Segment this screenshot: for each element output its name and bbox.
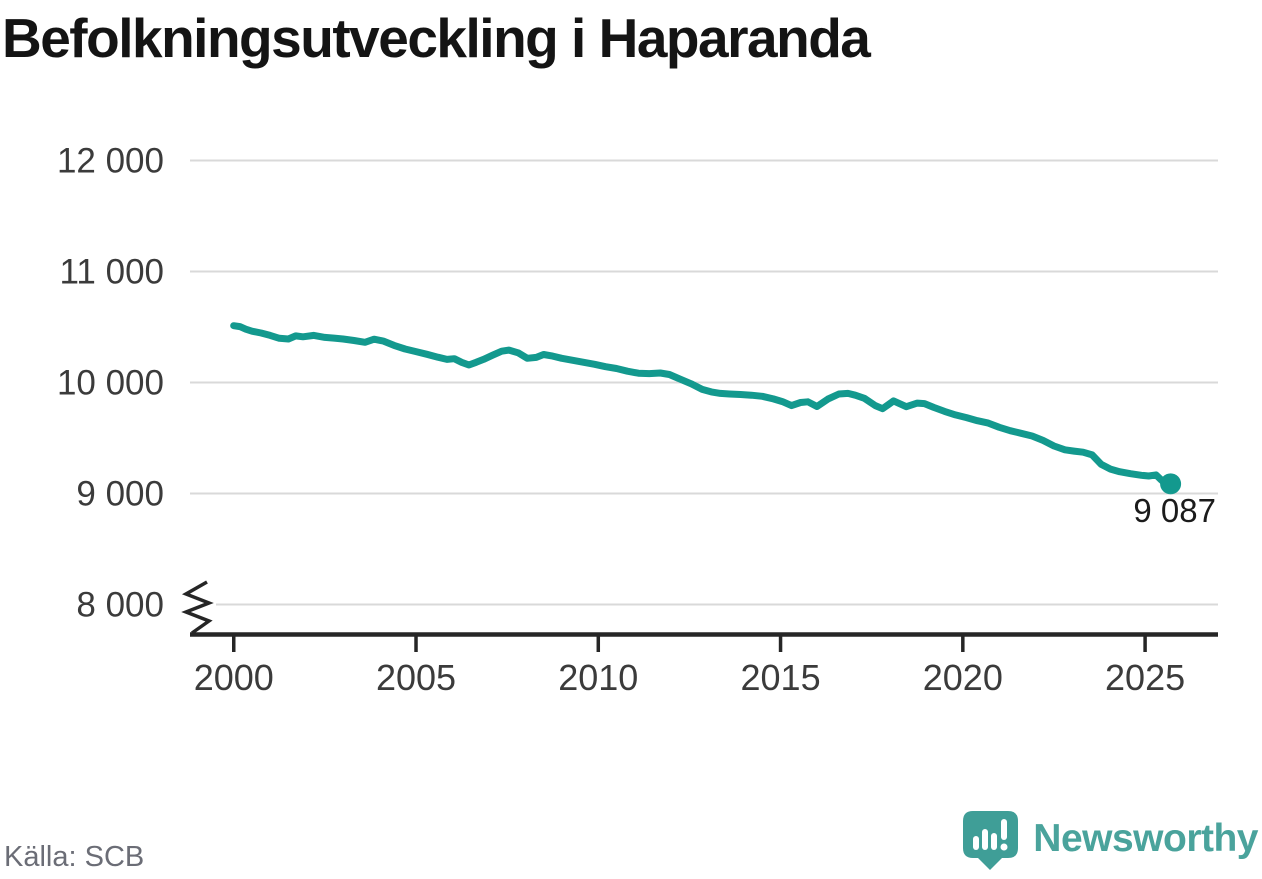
exclamation-bar [1001, 819, 1008, 840]
y-tick-label: 8 000 [76, 586, 164, 625]
x-tick-label: 2010 [558, 657, 638, 698]
newsworthy-logo-link[interactable]: Newsworthy [963, 810, 1258, 873]
series-end-dot [1160, 473, 1182, 495]
y-tick-label: 11 000 [60, 253, 164, 292]
bar-2 [982, 829, 989, 850]
x-tick-label: 2000 [194, 657, 274, 698]
bar-1 [973, 836, 980, 850]
end-value-label: 9 087 [1133, 492, 1216, 529]
newsworthy-logo-icon [963, 811, 1019, 870]
x-tick-label: 2015 [741, 657, 821, 698]
x-tick-label: 2025 [1105, 657, 1185, 698]
population-series-line [230, 322, 1175, 488]
x-tick-label: 2005 [376, 657, 456, 698]
x-tick-label: 2020 [923, 657, 1003, 698]
y-tick-label: 12 000 [57, 142, 164, 181]
bar-3 [991, 833, 998, 850]
speech-bubble-shape [963, 811, 1019, 870]
y-axis-break-mark [181, 580, 214, 635]
exclamation-dot [1000, 843, 1008, 851]
y-tick-label: 9 000 [76, 475, 164, 514]
population-line-chart: 8 000 9 000 10 000 11 000 12 000 2000 2005 2010… [57, 142, 1218, 698]
chart-title: Befolkningsutveckling i Haparanda [2, 7, 871, 69]
source-caption: Källa: SCB [4, 841, 145, 873]
newsworthy-wordmark: Newsworthy [1033, 817, 1258, 860]
y-tick-label: 10 000 [57, 364, 164, 403]
